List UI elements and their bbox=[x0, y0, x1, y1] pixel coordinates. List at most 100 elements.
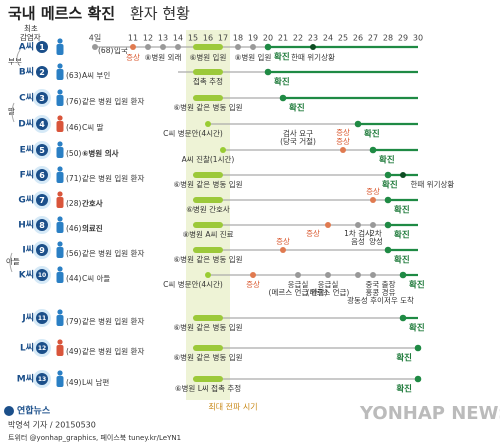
event-dot bbox=[250, 44, 256, 50]
contact-bar bbox=[193, 345, 223, 351]
patient-badge bbox=[36, 41, 48, 53]
patient-desc: A씨 부인 bbox=[82, 70, 110, 80]
patient-number: 5 bbox=[39, 146, 45, 155]
relation-label: 감염자 bbox=[20, 32, 41, 42]
event-dot bbox=[175, 44, 181, 50]
person-head bbox=[57, 63, 63, 69]
event-dot bbox=[205, 272, 211, 278]
relation-label: 아들 bbox=[6, 256, 20, 266]
event-label: 증상 bbox=[246, 279, 260, 289]
person-head bbox=[57, 191, 63, 197]
day-label: 17 bbox=[218, 34, 228, 43]
event-label: 한때 위기상황 bbox=[411, 179, 455, 189]
event-label: C씨 병문안(4시간) bbox=[163, 279, 223, 289]
day-label: 4일 bbox=[89, 34, 101, 43]
patient-name: G씨 bbox=[18, 195, 34, 206]
day-label: 14 bbox=[173, 34, 183, 43]
event-label: ⑥병원 L씨 접촉 추정 bbox=[175, 383, 241, 393]
patient-number: 7 bbox=[39, 196, 45, 205]
confirm-dot bbox=[384, 171, 392, 179]
event-label: 증상 bbox=[126, 52, 140, 62]
credit: 박영석 기자 / 20150530 bbox=[8, 420, 96, 430]
person-head bbox=[57, 141, 63, 147]
contact-bar bbox=[193, 247, 223, 253]
contact-bar bbox=[193, 376, 223, 382]
patient-badge bbox=[36, 269, 48, 281]
event-dot bbox=[355, 272, 361, 278]
event-label: 확진 bbox=[289, 103, 305, 114]
patient-age: (50) bbox=[66, 149, 81, 158]
contact-bar bbox=[193, 197, 223, 203]
day-label: 29 bbox=[398, 34, 408, 43]
confirm-dot bbox=[399, 314, 407, 322]
event-label: 한때 위기상황 bbox=[291, 52, 335, 62]
event-dot bbox=[325, 222, 331, 228]
day-label: 16 bbox=[203, 34, 213, 43]
confirm-dot bbox=[384, 221, 392, 229]
patient-number: 8 bbox=[39, 221, 45, 230]
day-label: 18 bbox=[233, 34, 243, 43]
event-label: ⑧병원 A씨 진료 bbox=[182, 229, 233, 239]
event-label: ⑥병원 같은 병동 입원 bbox=[173, 322, 242, 332]
confirm-dot bbox=[414, 344, 422, 352]
person-head bbox=[57, 339, 63, 345]
event-label: ⑧병원 외래 bbox=[145, 52, 182, 62]
title: 국내 메르스 확진 bbox=[8, 5, 115, 23]
event-label: 확진 bbox=[394, 205, 410, 216]
event-dot bbox=[370, 272, 376, 278]
patient-badge bbox=[36, 92, 48, 104]
person-head bbox=[57, 166, 63, 172]
patient-age: (79) bbox=[66, 317, 81, 326]
event-dot bbox=[220, 147, 226, 153]
event-dot bbox=[340, 147, 346, 153]
person-body bbox=[56, 376, 64, 387]
event-label: 확진 bbox=[364, 129, 380, 140]
patient-number: 9 bbox=[39, 246, 45, 255]
relation-label: 부부 bbox=[8, 57, 22, 66]
person-head bbox=[57, 370, 63, 376]
person-head bbox=[57, 309, 63, 315]
patient-desc: 같은 병원 입원 환자 bbox=[82, 96, 144, 106]
person-head bbox=[57, 266, 63, 272]
event-label: (메르스 언급 안함) bbox=[269, 287, 328, 297]
patient-name: F씨 bbox=[20, 170, 34, 181]
subtitle: 환자 현황 bbox=[130, 5, 190, 23]
event-dot bbox=[145, 44, 151, 50]
patient-badge bbox=[36, 194, 48, 206]
event-dot bbox=[160, 44, 166, 50]
patient-badge bbox=[36, 342, 48, 354]
patient-badge bbox=[36, 169, 48, 181]
event-label: 중국 출장 bbox=[366, 279, 396, 289]
patient-badge bbox=[36, 373, 48, 385]
person-body bbox=[56, 345, 64, 356]
day-label: 11 bbox=[128, 34, 138, 43]
patient-name: A씨 bbox=[19, 42, 34, 53]
patient-age: (49) bbox=[66, 378, 81, 387]
patient-name: I씨 bbox=[22, 245, 34, 256]
patient-number: 12 bbox=[38, 345, 46, 352]
peak-band bbox=[186, 30, 230, 400]
relation-label: 딸 bbox=[8, 106, 15, 116]
person-head bbox=[57, 216, 63, 222]
confirm-dot bbox=[264, 43, 272, 51]
event-label: 응급실 bbox=[318, 279, 339, 289]
event-label: ⑥병원 같은 병동 입원 bbox=[173, 102, 242, 112]
event-label: 확진 bbox=[394, 255, 410, 266]
patient-age: (71) bbox=[66, 174, 81, 183]
patient-desc: ⑥병원 의사 bbox=[82, 148, 119, 158]
patient-name: C씨 bbox=[19, 93, 34, 104]
event-label: 확진 bbox=[396, 384, 412, 395]
patient-number: 4 bbox=[39, 120, 45, 129]
event-label: 증상 bbox=[336, 136, 350, 146]
person-body bbox=[56, 222, 64, 233]
confirm-dot bbox=[399, 271, 407, 279]
patient-age: (49) bbox=[66, 347, 81, 356]
event-label: ⑥병원 같은 병동 입원 bbox=[173, 352, 242, 362]
patient-number: 13 bbox=[38, 376, 46, 383]
event-dot bbox=[250, 272, 256, 278]
patient-badge bbox=[36, 66, 48, 78]
event-label: 확진 bbox=[382, 180, 398, 191]
event-label: (메르스 언급) bbox=[307, 287, 350, 297]
patient-desc: 같은 병원 입원 환자 bbox=[82, 316, 144, 326]
person-head bbox=[57, 115, 63, 121]
